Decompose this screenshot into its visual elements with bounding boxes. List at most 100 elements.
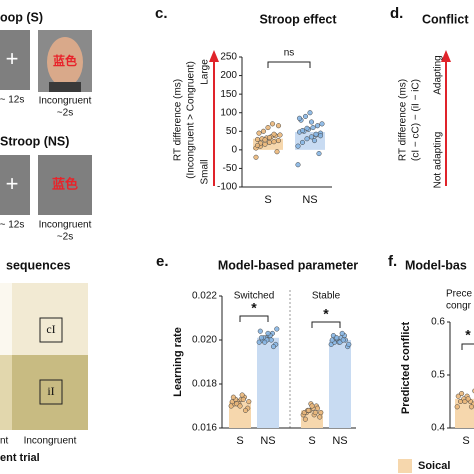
x-tick-label: NS [332, 435, 347, 447]
significance: ns [284, 48, 295, 59]
data-point [462, 398, 468, 405]
data-point [346, 341, 352, 347]
note: Prece [446, 289, 473, 300]
duration-label: ~2s [57, 108, 73, 119]
data-point [318, 410, 324, 416]
data-point [317, 414, 323, 420]
data-point [313, 131, 319, 137]
data-point [271, 139, 277, 145]
panel-title: Stroop (NS) [0, 134, 69, 148]
data-point [306, 407, 312, 413]
y-tick-label: 100 [220, 107, 237, 118]
duration-label: ~ 12s [0, 220, 24, 231]
data-point [262, 141, 268, 147]
data-point [339, 330, 345, 336]
data-point [302, 416, 308, 422]
cell [0, 355, 12, 430]
data-point [266, 135, 273, 141]
duration-label: ~2s [57, 232, 73, 243]
x-label: Incongruent [24, 436, 77, 447]
data-point [334, 335, 340, 341]
y-tick-label: 0 [231, 144, 237, 155]
x-label: nt [0, 436, 9, 447]
axis-title: ent trial [0, 452, 40, 464]
axis-title: (Incongruent > Congruent) [186, 61, 197, 179]
data-point [246, 399, 252, 405]
data-point [277, 132, 283, 138]
significance: * [465, 327, 471, 343]
data-point [468, 404, 474, 410]
axis-title: (cI − cC) − (iI − iC) [411, 79, 422, 161]
bracket [311, 321, 341, 328]
data-point [254, 142, 261, 148]
cell-box [39, 317, 63, 343]
data-point [274, 149, 280, 155]
data-point [266, 139, 273, 145]
data-point [340, 337, 346, 343]
shirt [49, 82, 81, 92]
data-point [304, 125, 310, 131]
stimulus-box [0, 30, 30, 90]
data-point [230, 394, 236, 400]
data-point [299, 127, 306, 134]
face [47, 37, 83, 87]
significance: * [251, 300, 257, 316]
data-point [258, 335, 264, 341]
x-tick-label: NS [302, 194, 317, 206]
panel-title: Conflict [422, 12, 469, 26]
bracket [267, 61, 311, 68]
duration-label: ~ 12s [0, 95, 24, 106]
panel-title: Stroop effect [259, 12, 337, 26]
data-point [295, 162, 301, 168]
stimulus-box [38, 155, 92, 215]
y-tick-label: 250 [220, 52, 237, 63]
x-tick-label: NS [260, 435, 275, 447]
y-tick-label: 200 [220, 70, 237, 81]
panel-title: Model-bas [405, 258, 467, 272]
data-point [459, 391, 465, 397]
panel-title: Model-based parameter [218, 258, 358, 272]
panel-label: e. [156, 253, 169, 270]
data-point [242, 407, 249, 413]
legend-swatch [398, 459, 412, 473]
data-point [310, 125, 316, 131]
y-tick-label: 150 [220, 89, 237, 100]
data-point [271, 131, 277, 137]
group-label: Stable [312, 291, 341, 302]
y-tick-label: 0.6 [431, 317, 445, 328]
bracket [461, 343, 474, 350]
y-tick-label: 0.5 [431, 370, 445, 381]
arrow-label: Small [200, 159, 211, 184]
arrow-label: Not adapting [433, 132, 444, 189]
data-point [312, 410, 318, 416]
data-point [253, 154, 259, 160]
axis-title: Learning rate [172, 327, 184, 397]
data-point [304, 136, 310, 142]
data-point [262, 137, 268, 143]
data-point [256, 130, 262, 136]
cell [12, 355, 88, 430]
y-tick-label: -50 [223, 163, 238, 174]
y-tick-label: 0.022 [192, 291, 217, 302]
data-point [302, 113, 309, 119]
data-point [316, 151, 322, 157]
fixation: + [6, 171, 19, 196]
condition-label: Incongruent [39, 96, 92, 107]
significance: * [323, 306, 329, 322]
data-point [296, 115, 303, 121]
y-tick-label: 0.016 [192, 423, 217, 434]
y-tick-label: -100 [217, 182, 237, 193]
stimulus-box [0, 155, 30, 215]
cell [12, 283, 88, 355]
data-point [239, 392, 245, 398]
data-point [269, 121, 276, 127]
data-point [454, 404, 460, 410]
fixation: + [6, 46, 19, 71]
data-point [237, 403, 243, 409]
axis-title: RT difference (ms) [173, 79, 184, 161]
data-point [314, 405, 321, 411]
data-point [265, 330, 271, 336]
cell [0, 283, 12, 355]
x-tick-label: S [308, 435, 315, 447]
arrow-label: Adapting [433, 55, 444, 94]
